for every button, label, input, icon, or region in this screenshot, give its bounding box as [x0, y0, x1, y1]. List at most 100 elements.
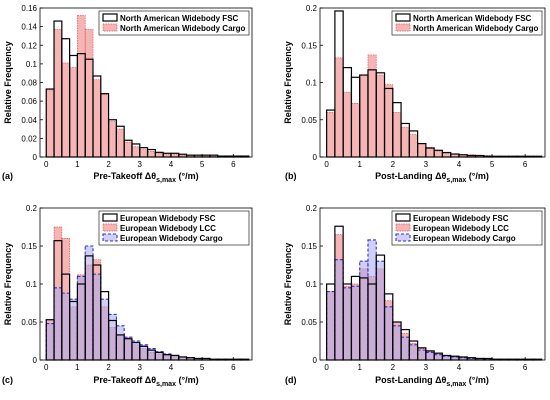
bar [108, 121, 117, 158]
y-tick-label: 0 [33, 153, 38, 162]
legend-label: European Widebody LCC [413, 224, 509, 233]
bar [77, 15, 86, 158]
bar [92, 273, 102, 361]
y-axis-label: Relative Frequency [283, 41, 293, 124]
bar [53, 29, 63, 158]
x-tick-label: 1 [75, 363, 80, 372]
legend-swatch [395, 23, 411, 32]
y-tick-label: 0.15 [301, 242, 317, 251]
x-tick-label: 4 [457, 363, 462, 372]
y-tick-label: 0.1 [26, 280, 38, 289]
x-tick-label: 6 [231, 160, 236, 169]
bar [408, 134, 418, 158]
legend-box [391, 210, 543, 246]
y-tick-label: 0 [313, 356, 318, 365]
x-tick-label: 6 [523, 363, 528, 372]
bar [115, 325, 125, 361]
legend-swatch [395, 233, 411, 242]
legend-label: North American Widebody FSC [120, 14, 239, 23]
bar [185, 357, 195, 361]
bar [417, 349, 427, 361]
x-tick-label: 3 [424, 363, 429, 372]
bar [400, 126, 410, 158]
x-tick-label: 2 [391, 363, 396, 372]
bar [61, 62, 70, 158]
bar [123, 336, 133, 361]
bar [367, 239, 377, 361]
y-tick-label: 0.15 [21, 242, 37, 251]
x-axis-label: Pre-Takeoff Δθs,max (°/m) [93, 375, 198, 388]
x-tick-label: 4 [169, 160, 174, 169]
legend-label: European Widebody Cargo [413, 234, 516, 243]
bar [61, 292, 71, 361]
y-tick-label: 0.2 [306, 4, 318, 13]
legend-swatch [395, 223, 411, 232]
bar [334, 259, 344, 361]
x-tick-label: 6 [523, 160, 528, 169]
bar [433, 150, 443, 158]
bar [334, 57, 344, 158]
x-tick-label: 6 [231, 363, 236, 372]
bar [139, 344, 149, 361]
x-tick-label: 0 [324, 160, 329, 169]
y-tick-label: 0.1 [26, 60, 38, 69]
panel-label: (d) [285, 375, 297, 385]
x-tick-label: 2 [391, 160, 396, 169]
panel-label: (c) [2, 375, 13, 385]
bar [108, 313, 117, 361]
legend-swatch [102, 233, 118, 242]
bar [342, 91, 352, 158]
x-tick-label: 1 [357, 363, 362, 372]
bar [425, 146, 435, 158]
x-tick-label: 5 [200, 363, 205, 372]
y-tick-label: 0.08 [21, 79, 37, 88]
x-tick-label: 3 [138, 363, 143, 372]
legend-swatch [102, 223, 118, 232]
bar [375, 74, 385, 158]
bar [326, 111, 336, 158]
y-tick-label: 0 [313, 153, 318, 162]
bar [351, 103, 361, 158]
bar [433, 354, 443, 361]
bar [458, 357, 468, 361]
x-tick-label: 2 [106, 160, 111, 169]
x-axis-label: Post-Landing Δθs,max (°/m) [375, 375, 489, 388]
bar [326, 291, 336, 361]
y-axis-label: Relative Frequency [3, 243, 13, 326]
y-tick-label: 0.02 [21, 134, 37, 143]
legend-label: European Widebody FSC [120, 214, 216, 223]
y-tick-label: 0.2 [26, 204, 38, 213]
bar [170, 354, 180, 361]
bar [131, 146, 141, 158]
y-tick-label: 0.2 [306, 204, 318, 213]
y-axis-label: Relative Frequency [283, 243, 293, 326]
legend-box [98, 10, 250, 36]
bar [367, 54, 377, 158]
bar [147, 151, 156, 158]
bar [375, 260, 386, 361]
legend-label: European Widebody Cargo [120, 234, 223, 243]
bar [45, 322, 55, 361]
x-axis-label: Pre-Takeoff Δθs,max (°/m) [93, 171, 198, 184]
legend-label: North American Widebody Cargo [120, 24, 246, 33]
y-tick-label: 0.1 [306, 280, 318, 289]
bar [69, 298, 78, 361]
bar [76, 275, 86, 361]
bar [92, 79, 102, 158]
legend-swatch [395, 13, 411, 22]
legend-box [391, 10, 543, 36]
bar [116, 128, 125, 158]
bar [417, 143, 427, 158]
x-tick-label: 1 [75, 160, 80, 169]
bar [392, 111, 402, 158]
bar [342, 287, 352, 361]
legend-label: European Widebody LCC [120, 224, 216, 233]
bar [359, 260, 369, 361]
y-tick-label: 0.05 [301, 318, 317, 327]
panel-2: 0 0.05 0.1 0.15 0.2 0 1 2 3 4 5 6 Relative Frequency… [283, 4, 546, 184]
bar [425, 351, 435, 361]
y-tick-label: 0.05 [301, 116, 317, 125]
panel-4: 0 0.05 0.1 0.15 0.2 0 1 2 3 4 5 6 Relative Frequency… [283, 204, 546, 388]
